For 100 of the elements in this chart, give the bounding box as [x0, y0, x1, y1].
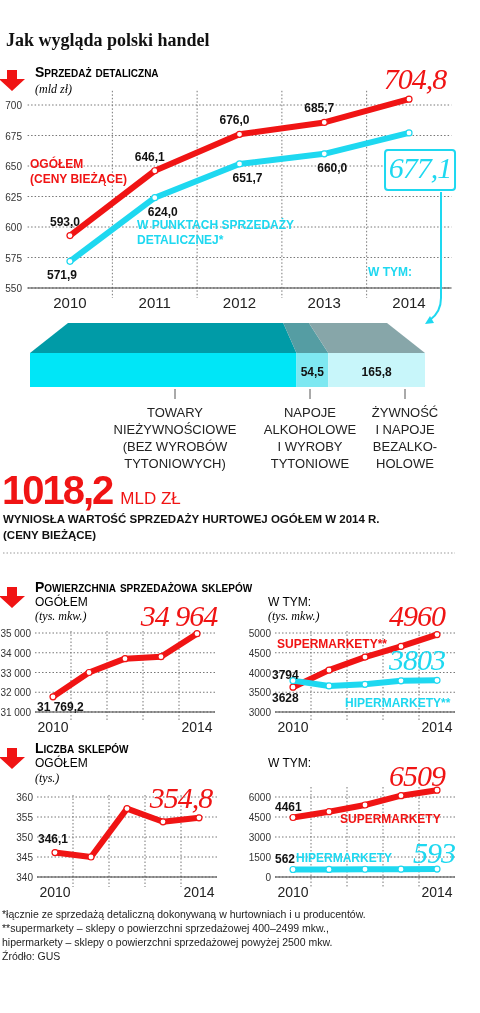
y-tick-label: 1500 — [248, 852, 272, 863]
y-tick-label: 33 000 — [0, 667, 32, 679]
point — [123, 805, 131, 813]
text: 1018,2 — [2, 468, 113, 512]
series-label: OGÓŁEM (CENY BIEŻĄCE) — [30, 156, 128, 186]
point — [325, 666, 333, 674]
y-tick-label: 355 — [16, 812, 34, 823]
data-label: 3628 — [272, 691, 300, 706]
y-tick-label: 5000 — [248, 628, 272, 639]
text: NAPOJE ALKOHOLOWE I WYROBY TYTONIOWE — [263, 405, 357, 471]
point — [235, 160, 244, 168]
data-label: 562 — [275, 851, 296, 866]
point — [159, 818, 167, 826]
text: Jak wygląda polski handel — [6, 30, 210, 50]
point — [193, 630, 201, 638]
chart-subtitle: OGÓŁEM — [35, 755, 88, 770]
series-label: SUPERMARKETY — [340, 812, 441, 826]
data-label: 624,0 — [147, 204, 179, 219]
point — [397, 865, 405, 873]
series-label: HIPERMARKETY — [296, 851, 393, 865]
y-tick-label: 31 000 — [0, 707, 32, 718]
y-tick-label: 0 — [265, 872, 272, 883]
x-tick-label: 2013 — [307, 294, 341, 311]
point — [49, 693, 57, 701]
series-label: TOWARY NIEŻYWNOŚCIOWE (BEZ WYROBÓW TYTONIOWYCH) — [113, 405, 237, 471]
x-tick-label: 2010 — [39, 884, 71, 900]
data-label: 3794 — [272, 667, 300, 682]
y-tick-label: 360 — [16, 792, 34, 803]
data-label: 646,1 — [134, 149, 166, 164]
point — [433, 786, 441, 794]
point — [361, 865, 369, 873]
point — [66, 257, 74, 265]
x-tick-label: 2011 — [138, 294, 171, 311]
data-label: 685,7 — [304, 101, 335, 116]
data-label: 34 964 — [139, 598, 219, 632]
point — [397, 642, 405, 651]
y-tick-label: 3000 — [248, 707, 272, 718]
y-tick-label: 350 — [16, 832, 34, 843]
y-axis-title: (tys. mkw.) — [268, 609, 320, 623]
x-tick-label: 2014 — [181, 719, 213, 735]
y-tick-label: 650 — [5, 161, 23, 172]
data-label: 4960 — [389, 598, 446, 632]
point — [361, 801, 369, 809]
point — [289, 865, 297, 874]
point — [433, 865, 441, 873]
text: Źródło: GUS — [2, 950, 61, 962]
point — [433, 630, 441, 639]
x-tick-label: 2014 — [421, 884, 453, 900]
point — [433, 676, 441, 684]
point — [361, 680, 369, 688]
point — [397, 677, 405, 685]
chart-subtitle: OGÓŁEM — [35, 594, 88, 609]
point — [289, 813, 297, 822]
data-label: 54,5 — [300, 365, 325, 379]
point — [289, 683, 297, 691]
point — [87, 853, 95, 861]
chart-subtitle: W TYM: — [268, 756, 312, 770]
y-tick-label: 32 000 — [0, 687, 32, 699]
data-label: 593,0 — [49, 214, 81, 229]
y-tick-label: 575 — [5, 252, 23, 264]
point — [397, 792, 405, 800]
data-label: 676,0 — [219, 113, 250, 128]
point — [325, 808, 333, 816]
point — [151, 167, 159, 175]
y-tick-label: 35 000 — [0, 628, 32, 639]
x-tick-label: 2010 — [53, 294, 87, 311]
data-label: 4461 — [275, 799, 303, 814]
data-label: 677,1 — [388, 150, 452, 184]
y-tick-label: 340 — [16, 872, 34, 883]
x-tick-label: 2010 — [277, 884, 309, 900]
y-tick-label: 34 000 — [0, 647, 32, 659]
point — [157, 653, 165, 661]
series-label: W PUNKTACH SPRZEDAŻY DETALICZNEJ* — [137, 217, 295, 247]
point — [51, 849, 59, 857]
y-tick-label: 625 — [5, 191, 23, 203]
y-tick-label: 4500 — [248, 647, 272, 659]
y-tick-label: 675 — [5, 130, 23, 142]
y-tick-label: 3500 — [248, 687, 272, 699]
data-label: 3803 — [388, 643, 445, 677]
x-tick-label: 2014 — [392, 294, 426, 311]
data-label: 704,8 — [383, 62, 448, 96]
x-tick-label: 2010 — [277, 719, 309, 735]
data-label: 593 — [413, 836, 455, 870]
point — [361, 653, 369, 661]
chart-title: Liczba sklepów — [35, 740, 130, 756]
series-label: SUPERMARKETY** — [277, 637, 388, 651]
point — [405, 95, 413, 103]
text: (CENY BIEŻĄCE) — [3, 529, 97, 541]
point — [85, 668, 93, 677]
y-tick-label: 3000 — [248, 832, 272, 843]
data-label: 660,0 — [317, 160, 348, 175]
y-tick-label: 345 — [16, 852, 34, 863]
point — [320, 118, 328, 127]
x-tick-label: 2012 — [222, 294, 257, 311]
y-tick-label: 700 — [5, 100, 23, 111]
text: hipermarkety – sklepy o powierzchni sprzedażowej powyżej 2500 mkw. — [2, 936, 333, 948]
chart-title: W TYM: — [368, 265, 412, 279]
chart-title: Powierzchnia sprzedażowa sklepów — [35, 579, 253, 595]
data-label: 31 769,2 — [37, 700, 85, 714]
data-label: 6509 — [389, 759, 446, 793]
